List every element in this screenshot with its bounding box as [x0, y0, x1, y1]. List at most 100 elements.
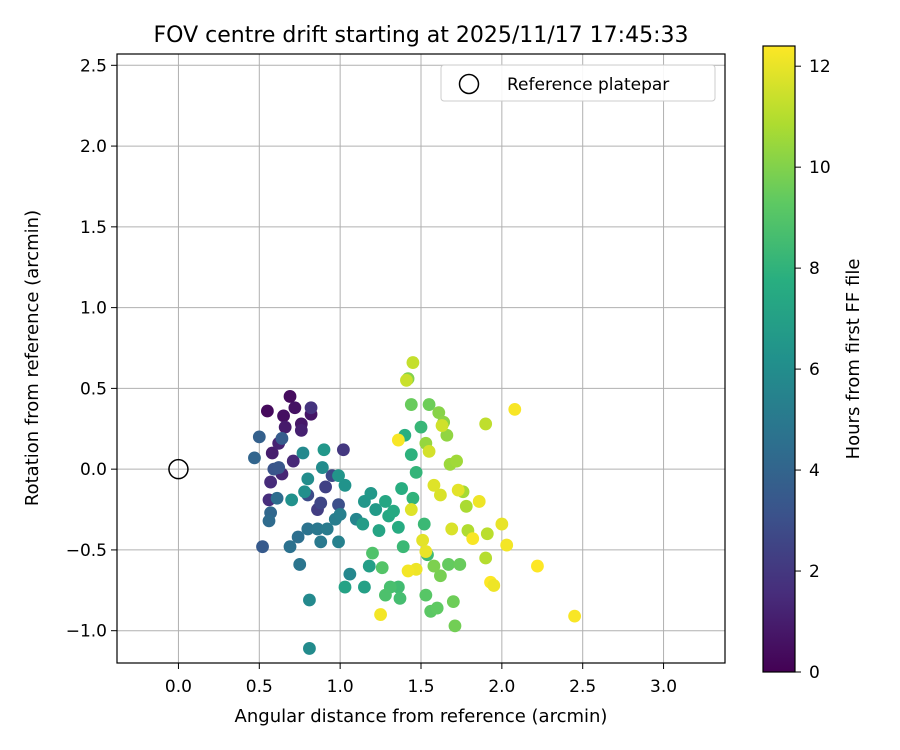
- data-point: [260, 404, 274, 418]
- data-point: [479, 551, 493, 565]
- y-tick-label: −1.0: [66, 622, 107, 642]
- data-point: [401, 564, 415, 578]
- data-point: [422, 398, 436, 411]
- data-point: [495, 517, 509, 531]
- data-point: [362, 559, 376, 573]
- x-tick-label: 0.0: [165, 677, 192, 697]
- colorbar-tick-label: 10: [809, 158, 831, 178]
- data-point: [430, 601, 444, 615]
- data-point: [366, 546, 379, 560]
- data-point: [291, 530, 305, 544]
- y-tick-label: 1.0: [80, 299, 107, 319]
- data-point: [391, 520, 405, 534]
- data-point: [531, 559, 544, 573]
- data-point: [375, 561, 389, 575]
- data-point: [301, 522, 315, 536]
- colorbar-tick-label: 4: [809, 461, 820, 481]
- data-point: [435, 419, 449, 432]
- data-point: [301, 472, 315, 486]
- data-point: [379, 495, 392, 508]
- data-point: [445, 522, 459, 536]
- reference-point-marker: [168, 458, 189, 480]
- data-point: [303, 642, 316, 655]
- data-point: [304, 401, 318, 415]
- data-point: [404, 398, 418, 411]
- chart-title: FOV centre drift starting at 2025/11/17 …: [154, 23, 689, 48]
- data-point: [277, 409, 290, 423]
- data-point: [419, 588, 433, 602]
- colorbar-tick-label: 8: [809, 259, 820, 279]
- data-point: [487, 579, 501, 592]
- x-tick-label: 1.0: [327, 677, 354, 697]
- data-point: [414, 420, 428, 434]
- data-point: [298, 485, 311, 499]
- data-point: [434, 569, 447, 583]
- data-point: [358, 580, 371, 594]
- colorbar: 0 2 4 6 8 10 12 Hours from first FF file: [762, 45, 864, 683]
- data-point: [256, 540, 269, 554]
- legend-marker: [458, 73, 480, 95]
- data-point: [283, 390, 297, 403]
- data-point: [451, 483, 465, 497]
- data-point: [336, 443, 350, 457]
- data-point: [404, 503, 418, 516]
- y-tick-label: 0.5: [80, 379, 107, 399]
- data-point: [303, 593, 316, 607]
- data-point: [450, 454, 463, 468]
- data-point: [332, 469, 345, 483]
- colorbar-tick-label: 0: [809, 663, 820, 683]
- data-point: [293, 558, 307, 571]
- y-tick-label: 0.0: [80, 460, 107, 480]
- data-point: [264, 475, 278, 489]
- x-axis-label: Angular distance from reference (arcmin): [235, 706, 608, 727]
- legend-box: [440, 64, 716, 102]
- data-point: [288, 401, 302, 415]
- legend-label: Reference platepar: [507, 75, 669, 95]
- data-point: [422, 444, 436, 458]
- data-point: [480, 527, 494, 541]
- data-point: [364, 486, 378, 500]
- y-tick-label: 1.5: [80, 218, 107, 238]
- y-tick-label: 2.0: [80, 137, 107, 157]
- data-point: [278, 420, 292, 434]
- x-tick-label: 1.5: [407, 677, 434, 697]
- data-point: [343, 567, 357, 581]
- data-point: [372, 524, 386, 537]
- data-point: [320, 522, 334, 536]
- data-point: [568, 609, 582, 623]
- data-point: [417, 517, 431, 531]
- data-point: [283, 540, 297, 554]
- data-point: [319, 480, 332, 494]
- data-point: [400, 373, 413, 387]
- data-points: [248, 356, 582, 655]
- y-axis-label: Rotation from reference (arcmin): [22, 210, 43, 506]
- data-point: [508, 402, 522, 416]
- data-point: [459, 499, 473, 513]
- data-point: [296, 446, 310, 460]
- data-point: [369, 503, 383, 516]
- data-point: [434, 488, 447, 502]
- data-point: [314, 496, 328, 510]
- data-point: [332, 498, 345, 512]
- data-point: [272, 461, 286, 474]
- x-tick-label: 3.0: [650, 677, 677, 697]
- colorbar-tick-label: 6: [809, 360, 820, 380]
- data-point: [338, 580, 352, 594]
- data-point: [446, 595, 460, 609]
- data-point: [440, 428, 454, 442]
- colorbar-label: Hours from first FF file: [843, 259, 864, 460]
- colorbar-tick-label: 2: [809, 562, 820, 582]
- colorbar-ticks: 0 2 4 6 8 10 12: [795, 57, 831, 683]
- data-point: [406, 356, 420, 369]
- data-point: [356, 517, 370, 531]
- data-point: [416, 533, 430, 547]
- data-point: [472, 495, 486, 508]
- y-tick-label: 2.5: [80, 56, 107, 76]
- x-tick-label: 2.0: [488, 677, 515, 697]
- data-point: [379, 588, 392, 602]
- data-point: [374, 608, 387, 621]
- data-point: [333, 507, 347, 521]
- data-point: [387, 504, 400, 518]
- data-point: [252, 430, 266, 444]
- data-point: [332, 535, 345, 549]
